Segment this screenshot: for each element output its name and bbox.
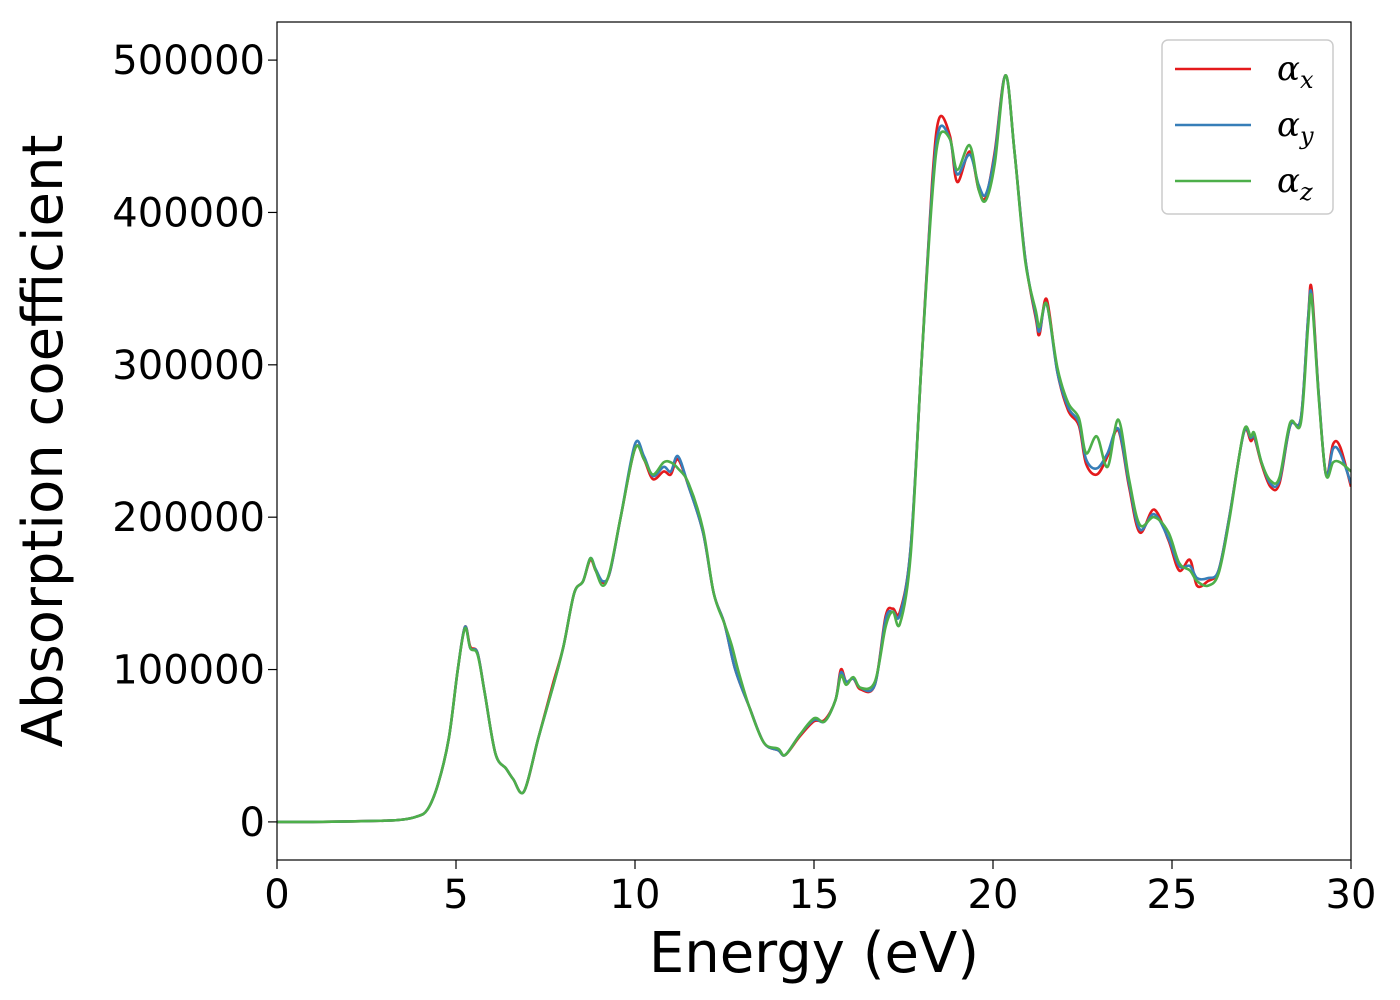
- series-line-z: [277, 74, 1351, 824]
- x-tick-label: 20: [968, 872, 1019, 918]
- legend-label-z: αz: [1277, 161, 1313, 206]
- legend-label-x: αx: [1277, 49, 1314, 94]
- legend-symbol: α: [1277, 161, 1300, 201]
- y-tick-label: 200000: [112, 495, 265, 541]
- legend-symbol: α: [1277, 105, 1300, 145]
- legend-label-y: αy: [1277, 105, 1314, 150]
- legend-symbol: α: [1277, 49, 1300, 89]
- legend-subscript: y: [1299, 122, 1314, 150]
- x-axis: 0 5 10 15 20 25 30: [264, 860, 1376, 918]
- y-tick-label: 400000: [112, 190, 265, 236]
- x-tick-label: 25: [1147, 872, 1198, 918]
- y-tick-label: 300000: [112, 343, 265, 389]
- x-axis-title: Energy (eV): [649, 921, 979, 986]
- legend-subscript: z: [1299, 178, 1313, 206]
- x-tick-label: 0: [264, 872, 289, 918]
- y-axis: 0 100000 200000 300000 400000 500000: [112, 38, 277, 846]
- x-tick-label: 5: [443, 872, 468, 918]
- y-tick-label: 0: [240, 800, 265, 846]
- y-tick-label: 100000: [112, 648, 265, 694]
- x-tick-label: 10: [610, 872, 661, 918]
- legend-subscript: x: [1300, 66, 1314, 94]
- plot-area: [277, 74, 1351, 824]
- y-axis-title: Absorption coefficient: [11, 135, 76, 748]
- legend-box: [1161, 39, 1334, 215]
- y-tick-label: 500000: [112, 38, 265, 84]
- x-tick-label: 30: [1326, 872, 1377, 918]
- x-tick-label: 15: [789, 872, 840, 918]
